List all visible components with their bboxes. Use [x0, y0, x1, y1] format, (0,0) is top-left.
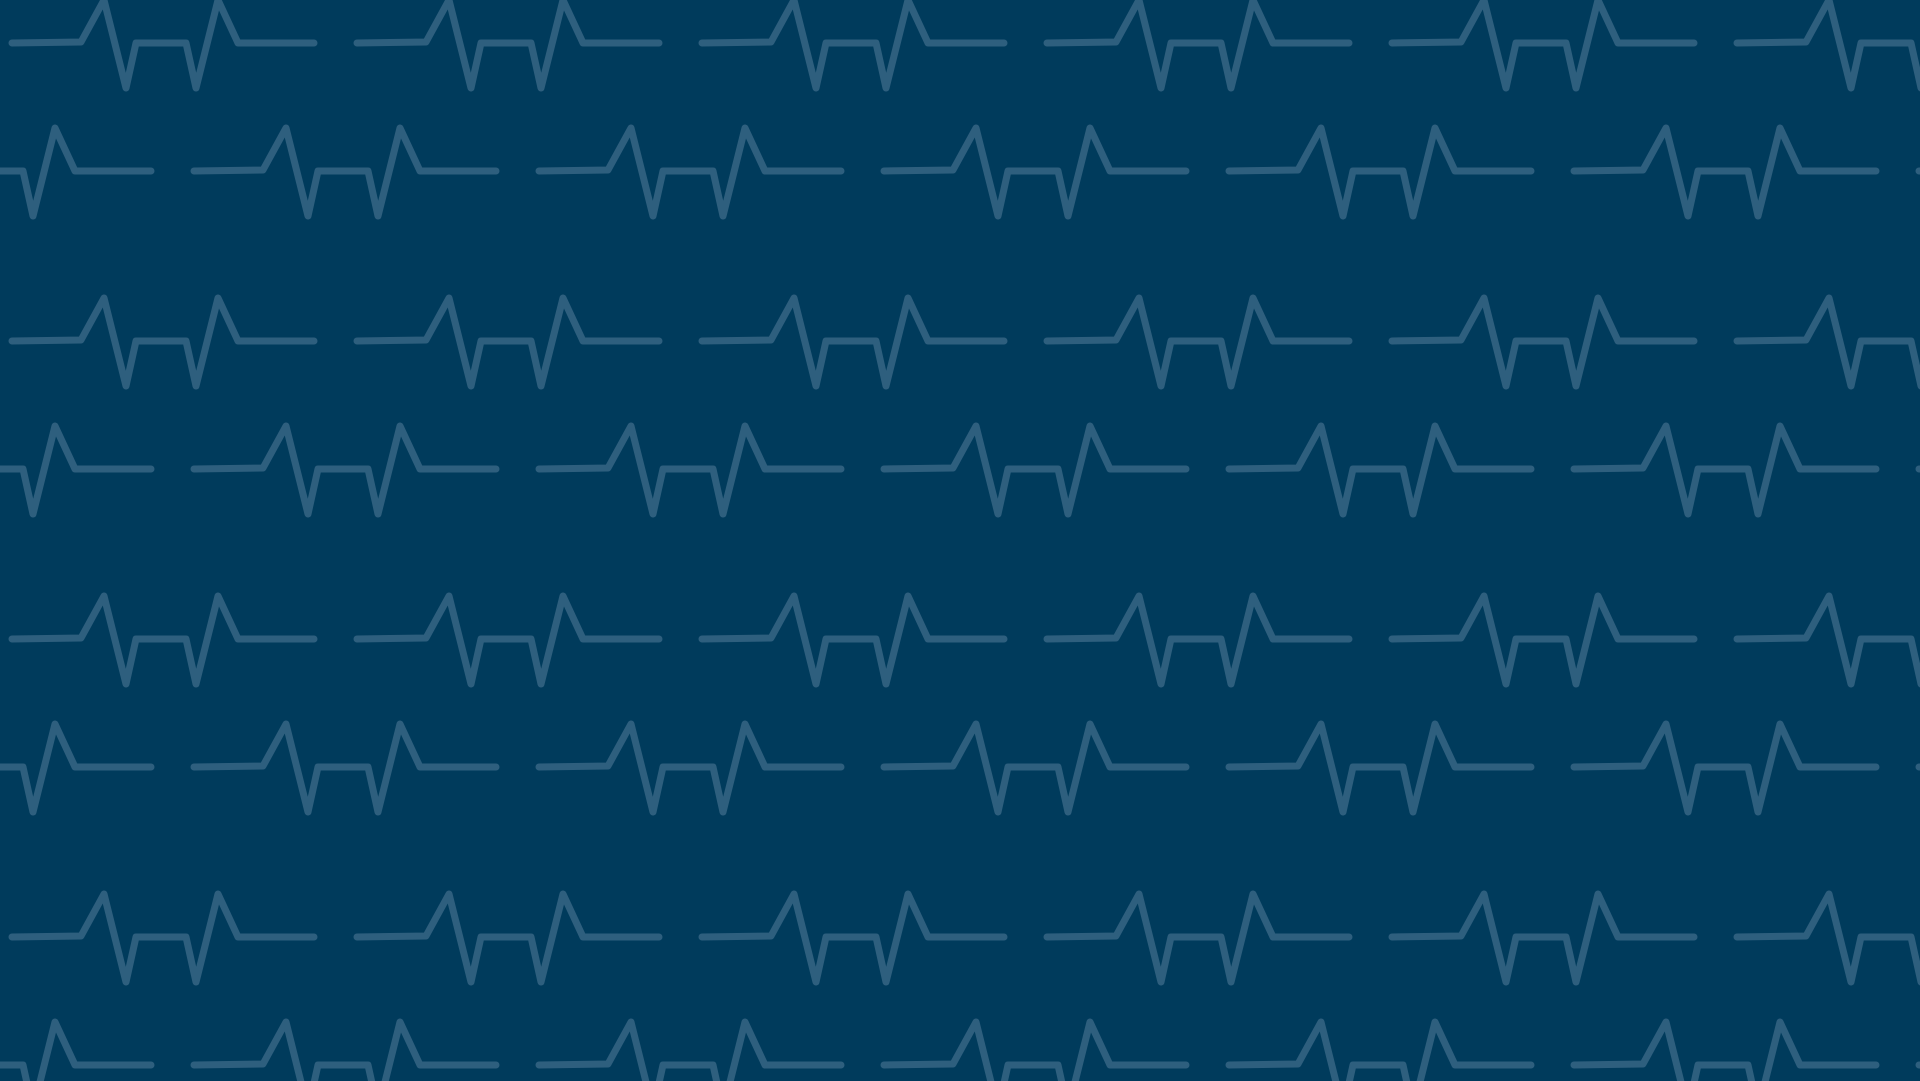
pulse-line-9	[1043, 294, 1353, 390]
pulse-line-0	[8, 0, 318, 92]
pulse-line-39	[190, 720, 500, 816]
pulse-line-50	[1570, 1018, 1880, 1081]
pulse-line-27	[880, 124, 1190, 220]
pulse-line-41	[880, 720, 1190, 816]
pulse-line-5	[1733, 0, 1920, 92]
pulse-line-40	[535, 720, 845, 816]
pulse-line-29	[1570, 124, 1880, 220]
pulse-line-7	[353, 294, 663, 390]
pulse-line-26	[535, 124, 845, 220]
pulse-line-10	[1388, 294, 1698, 390]
pulse-line-8	[698, 294, 1008, 390]
pulse-line-34	[880, 422, 1190, 518]
pulse-line-42	[1225, 720, 1535, 816]
pulse-line-31	[0, 422, 155, 518]
pulse-line-32	[190, 422, 500, 518]
pulse-line-11	[1733, 294, 1920, 390]
pulse-line-45	[0, 1018, 155, 1081]
pulse-line-13	[353, 592, 663, 688]
pulse-line-43	[1570, 720, 1880, 816]
pulse-line-22	[1388, 890, 1698, 986]
pulse-line-14	[698, 592, 1008, 688]
pulse-line-33	[535, 422, 845, 518]
pulse-line-16	[1388, 592, 1698, 688]
pulse-line-48	[880, 1018, 1190, 1081]
pulse-line-6	[8, 294, 318, 390]
pulse-line-47	[535, 1018, 845, 1081]
pulse-line-4	[1388, 0, 1698, 92]
pulse-line-3	[1043, 0, 1353, 92]
pulse-line-17	[1733, 592, 1920, 688]
pulse-line-19	[353, 890, 663, 986]
pulse-line-20	[698, 890, 1008, 986]
pulse-line-24	[0, 124, 155, 220]
pulse-line-21	[1043, 890, 1353, 986]
pulse-line-18	[8, 890, 318, 986]
pulse-line-38	[0, 720, 155, 816]
pulse-line-49	[1225, 1018, 1535, 1081]
pulse-line-15	[1043, 592, 1353, 688]
pulse-line-36	[1570, 422, 1880, 518]
pulse-line-35	[1225, 422, 1535, 518]
pulse-line-28	[1225, 124, 1535, 220]
pulse-line-2	[698, 0, 1008, 92]
pulse-line-23	[1733, 890, 1920, 986]
pulse-line-46	[190, 1018, 500, 1081]
pulse-line-25	[190, 124, 500, 220]
pulse-line-1	[353, 0, 663, 92]
pulse-line-12	[8, 592, 318, 688]
